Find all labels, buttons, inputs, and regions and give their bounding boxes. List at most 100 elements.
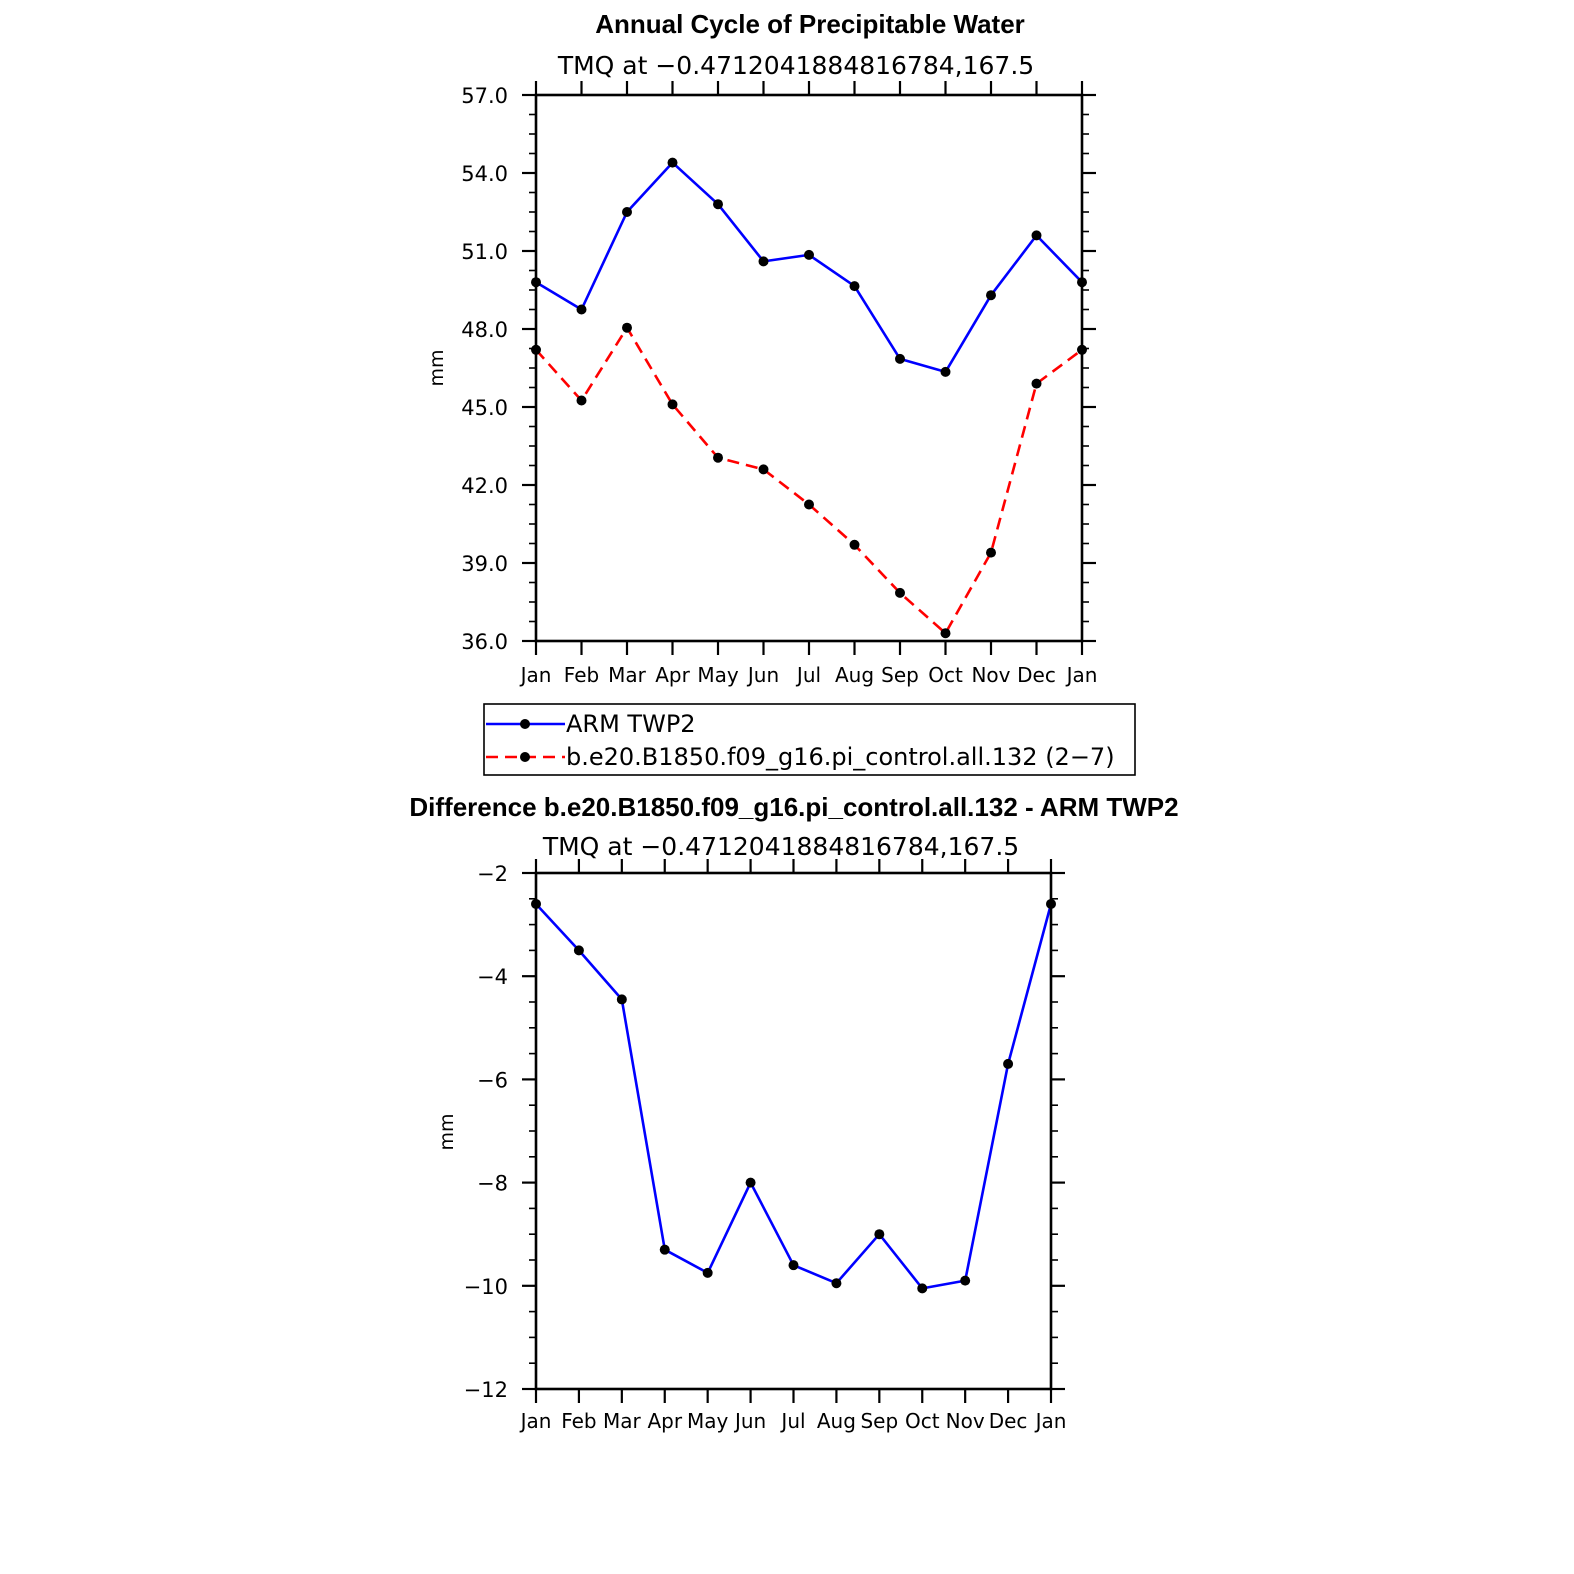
x-tick-label: Sep (881, 663, 919, 687)
x-tick-label: Oct (928, 663, 963, 687)
data-point (986, 290, 996, 301)
y-axis-label: mm (426, 349, 448, 386)
data-point (576, 304, 587, 315)
x-tick-label: Sep (860, 1409, 898, 1433)
data-point (895, 587, 905, 598)
legend-label-arm: ARM TWP2 (566, 710, 696, 738)
x-tick-label: Nov (946, 1409, 985, 1433)
chart-title: Annual Cycle of Precipitable Water (595, 9, 1025, 39)
x-tick-label: Apr (647, 1409, 682, 1433)
x-tick-label: Mar (608, 663, 647, 687)
x-tick-label: Feb (564, 663, 599, 687)
x-tick-label: Oct (905, 1409, 940, 1433)
chart-subtitle: TMQ at −0.4712041884816784,167.5 (542, 832, 1019, 861)
x-tick-label: Jan (519, 663, 552, 687)
x-tick-label: Aug (835, 663, 874, 687)
data-point (849, 281, 860, 292)
x-tick-label: Jul (779, 1409, 805, 1433)
data-point (573, 945, 584, 956)
y-tick-label: 45.0 (461, 396, 508, 420)
data-point (895, 353, 905, 364)
data-point (758, 256, 769, 267)
data-point (804, 249, 814, 260)
data-point (940, 628, 951, 639)
y-tick-label: −4 (477, 965, 508, 989)
x-tick-label: Jul (795, 663, 821, 687)
data-point (917, 1283, 928, 1294)
y-tick-label: −12 (464, 1378, 508, 1402)
y-tick-label: 51.0 (461, 240, 508, 264)
legend-marker-arm (520, 719, 530, 729)
x-tick-label: Dec (989, 1409, 1028, 1433)
y-tick-label: 48.0 (461, 318, 508, 342)
plot-frame (534, 871, 1053, 1391)
data-point (1031, 230, 1042, 241)
data-point (874, 1229, 885, 1240)
series-group (531, 898, 1056, 1294)
x-tick-label: Nov (971, 663, 1010, 687)
data-point (788, 1260, 799, 1271)
data-point (831, 1278, 842, 1289)
y-tick-label: 57.0 (461, 84, 508, 108)
x-tick-label: Jun (733, 1409, 766, 1433)
plot-frame (534, 93, 1084, 643)
series-line-1 (535, 326, 1083, 635)
y-tick-label: −2 (477, 862, 508, 886)
x-tick-labels: Jan Feb Mar Apr May Jun Jul Aug Sep Oct Nov Dec Jan (519, 663, 1098, 687)
data-point (713, 199, 723, 210)
chart-subtitle: TMQ at −0.4712041884816784,167.5 (557, 51, 1034, 80)
series-group (531, 157, 1087, 639)
y-tick-labels: −12 −10 −8 −6 −4 −2 (464, 862, 508, 1402)
x-tick-label: Jan (1065, 663, 1098, 687)
data-point (804, 499, 814, 510)
x-tick-label: Jun (746, 663, 779, 687)
annual-cycle-chart: Annual Cycle of Precipitable Water TMQ a… (426, 9, 1097, 687)
data-point (702, 1267, 713, 1278)
y-tick-label: 39.0 (461, 552, 508, 576)
data-point (758, 464, 769, 475)
y-tick-label: 54.0 (461, 162, 508, 186)
y-tick-label: −8 (477, 1172, 508, 1196)
x-tick-label: Feb (561, 1409, 596, 1433)
data-point (713, 452, 723, 463)
y-axis-label: mm (436, 1113, 458, 1150)
ticks (522, 859, 1065, 1403)
legend-box (483, 703, 1136, 776)
legend-label-model: b.e20.B1850.f09_g16.pi_control.all.132 (… (566, 743, 1115, 771)
x-tick-label: Apr (655, 663, 690, 687)
y-tick-label: 36.0 (461, 630, 508, 654)
data-point (940, 366, 951, 377)
data-point (1003, 1058, 1014, 1069)
legend-entry-arm-twp2: ARM TWP2 (486, 710, 696, 738)
ticks (522, 81, 1096, 655)
data-point (986, 547, 996, 558)
y-tick-label: −10 (464, 1275, 508, 1299)
legend: ARM TWP2 b.e20.B1850.f09_g16.pi_control.… (483, 703, 1136, 776)
data-point (667, 399, 678, 410)
data-point (849, 539, 860, 550)
x-tick-labels: Jan Feb Mar Apr May Jun Jul Aug Sep Oct Nov Dec Jan (519, 1409, 1067, 1433)
x-tick-label: Mar (603, 1409, 642, 1433)
data-point (576, 395, 587, 406)
data-point (1031, 378, 1042, 389)
x-tick-label: Jan (519, 1409, 552, 1433)
data-point (622, 207, 632, 217)
legend-entry-model: b.e20.B1850.f09_g16.pi_control.all.132 (… (486, 743, 1115, 771)
x-tick-label: Jan (1034, 1409, 1067, 1433)
x-tick-label: May (687, 1409, 729, 1433)
x-tick-label: Aug (817, 1409, 856, 1433)
y-tick-labels: 36.0 39.0 42.0 45.0 48.0 51.0 54.0 57.0 (461, 84, 508, 654)
x-tick-label: May (697, 663, 739, 687)
x-tick-label: Dec (1017, 663, 1056, 687)
series-line-0 (535, 903, 1053, 1290)
chart-title: Difference b.e20.B1850.f09_g16.pi_contro… (409, 792, 1178, 822)
y-tick-label: −6 (477, 1068, 508, 1092)
data-point (745, 1177, 756, 1188)
data-point (667, 157, 678, 168)
data-point (622, 322, 632, 333)
difference-chart: Difference b.e20.B1850.f09_g16.pi_contro… (409, 792, 1178, 1433)
legend-marker-model (520, 752, 530, 762)
y-tick-label: 42.0 (461, 474, 508, 498)
data-point (960, 1275, 971, 1286)
